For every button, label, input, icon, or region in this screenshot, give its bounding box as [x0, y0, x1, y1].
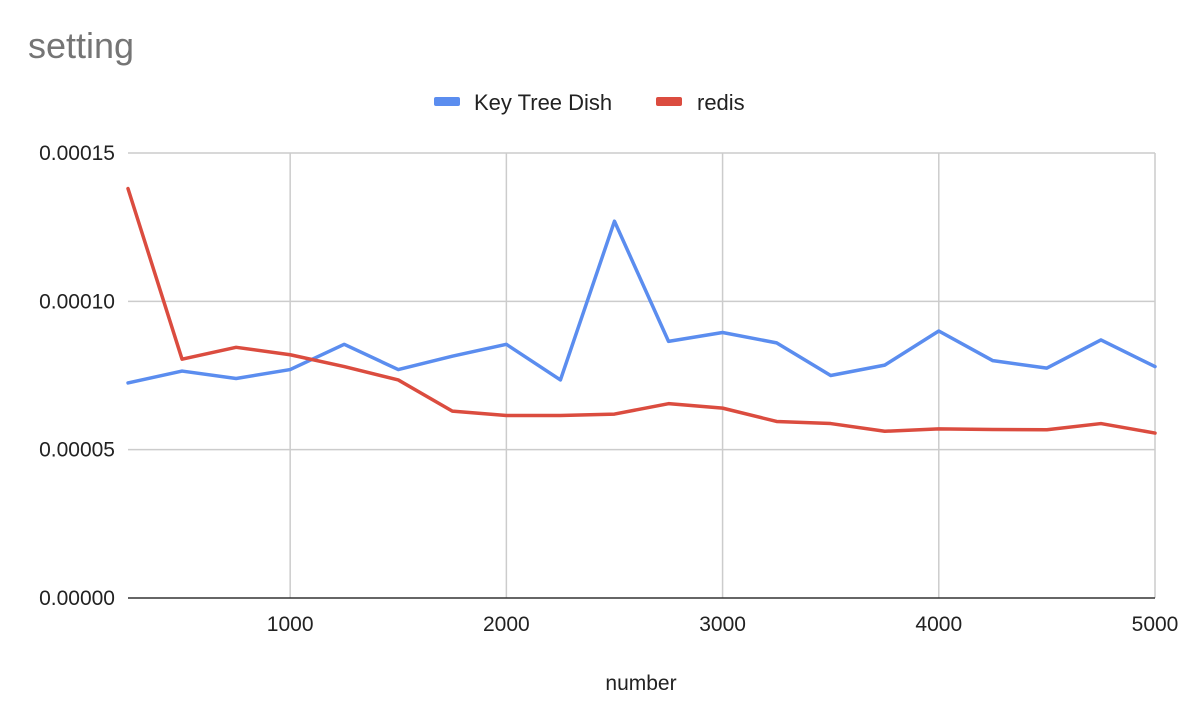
- y-tick-label: 0.00005: [39, 439, 115, 462]
- legend-item: Key Tree Dish: [434, 90, 612, 115]
- x-axis-ticks: 1000 2000 3000 4000 5000: [267, 613, 1179, 636]
- legend-label: Key Tree Dish: [474, 90, 612, 115]
- x-tick-label: 2000: [483, 613, 530, 636]
- grid: [128, 152, 1156, 599]
- series-line-key-tree-dish: [126, 219, 1157, 385]
- legend-item: redis: [656, 90, 745, 115]
- x-tick-label: 5000: [1132, 613, 1179, 636]
- x-axis-title: number: [605, 672, 676, 695]
- series-layer: [126, 186, 1157, 435]
- x-tick-label: 3000: [699, 613, 746, 636]
- legend-swatch: [434, 97, 460, 106]
- legend: Key Tree Dish redis: [434, 90, 745, 115]
- y-tick-label: 0.00015: [39, 142, 115, 165]
- legend-swatch: [656, 97, 682, 106]
- y-axis-ticks: 0.00000 0.00005 0.00010 0.00015: [39, 142, 115, 610]
- x-tick-label: 4000: [915, 613, 962, 636]
- y-tick-label: 0.00010: [39, 290, 115, 313]
- y-tick-label: 0.00000: [39, 587, 115, 610]
- legend-label: redis: [697, 90, 745, 115]
- x-tick-label: 1000: [267, 613, 314, 636]
- chart-title: setting: [28, 25, 134, 66]
- series-line-redis: [126, 186, 1157, 435]
